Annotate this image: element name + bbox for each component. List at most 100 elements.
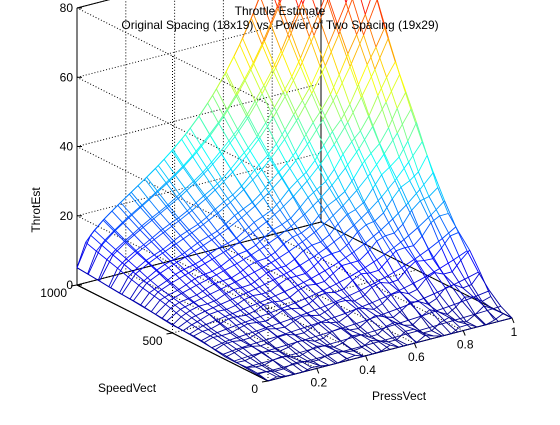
- mesh-segment: [372, 283, 381, 288]
- mesh-segment: [267, 252, 276, 258]
- mesh-segment: [301, 37, 310, 58]
- mesh-segment: [226, 72, 237, 95]
- y-axis-label: SpeedVect: [98, 381, 157, 395]
- mesh-segment: [151, 312, 162, 319]
- mesh-segment: [366, 221, 375, 225]
- mesh-segment: [328, 199, 337, 206]
- mesh-segment: [170, 224, 181, 236]
- mesh-segment: [395, 162, 409, 180]
- mesh-segment: [293, 237, 304, 251]
- mesh-segment: [179, 299, 188, 303]
- mesh-segment: [236, 363, 247, 368]
- mesh-segment: [173, 139, 182, 149]
- mesh-segment: [158, 283, 172, 292]
- mesh-segment: [195, 275, 204, 279]
- mesh-segment: [367, 65, 378, 96]
- mesh-segment: [364, 202, 375, 221]
- mesh-segment: [411, 302, 422, 317]
- mesh-segment: [215, 202, 224, 209]
- mesh-segment: [183, 331, 194, 336]
- mesh-segment: [156, 194, 167, 208]
- mesh-segment: [274, 311, 283, 317]
- mesh-segment: [201, 334, 215, 341]
- mesh-segment: [482, 297, 491, 302]
- mesh-segment: [222, 169, 231, 179]
- mesh-segment: [151, 219, 162, 231]
- mesh-segment: [329, 363, 338, 365]
- mesh-segment: [126, 251, 135, 258]
- mesh-segment: [206, 199, 217, 214]
- mesh-segment: [288, 276, 297, 278]
- mesh-segment: [225, 74, 236, 95]
- mesh-segment: [303, 245, 312, 251]
- mesh-segment: [91, 235, 102, 245]
- mesh-segment: [311, 66, 320, 85]
- mesh-segment: [384, 199, 393, 213]
- mesh-segment: [293, 316, 302, 321]
- mesh-segment: [266, 123, 277, 144]
- mesh-segment: [300, 257, 314, 266]
- mesh-segment: [373, 188, 384, 213]
- mesh-segment: [228, 329, 239, 337]
- mesh-segment: [307, 285, 318, 296]
- mesh-segment: [270, 183, 281, 201]
- mesh-segment: [224, 195, 233, 202]
- mesh-segment: [381, 329, 392, 338]
- z-tick-label: 60: [60, 70, 74, 84]
- mesh-segment: [427, 155, 438, 187]
- mesh-segment: [172, 151, 183, 168]
- mesh-segment: [273, 357, 282, 361]
- mesh-segment: [246, 138, 259, 156]
- mesh-segment: [307, 284, 316, 285]
- mesh-segment: [307, 313, 318, 323]
- mesh-segment: [227, 306, 236, 310]
- mesh-segment: [370, 273, 381, 283]
- mesh-segment: [276, 327, 285, 329]
- mesh-segment: [384, 213, 395, 233]
- mesh-segment: [316, 231, 327, 247]
- mesh-segment: [223, 349, 237, 354]
- mesh-segment: [162, 308, 171, 318]
- mesh-segment: [375, 213, 384, 221]
- z-tick-label: 20: [60, 209, 74, 223]
- mesh-segment: [164, 150, 173, 160]
- mesh-segment: [205, 195, 216, 209]
- mesh-segment: [309, 37, 320, 66]
- mesh-segment: [126, 259, 137, 268]
- grid-line: [77, 84, 321, 147]
- mesh-segment: [200, 236, 209, 241]
- mesh-segment: [94, 230, 105, 240]
- mesh-segment: [260, 138, 271, 158]
- mesh-segment: [375, 69, 386, 102]
- mesh-segment: [313, 123, 324, 146]
- mesh-segment: [231, 158, 240, 169]
- surface-meshes: [77, 0, 512, 381]
- mesh-segment: [221, 259, 230, 266]
- mesh-segment: [237, 230, 246, 238]
- mesh-segment: [369, 96, 378, 116]
- mesh-segment: [192, 156, 203, 172]
- mesh-segment: [375, 38, 389, 69]
- mesh-segment: [202, 253, 211, 260]
- mesh-segment: [432, 331, 443, 336]
- z-tick-label: 40: [60, 140, 74, 154]
- mesh-segment: [280, 201, 291, 219]
- mesh-segment: [328, 303, 337, 310]
- mesh-segment: [351, 263, 362, 274]
- mesh-segment: [359, 65, 368, 85]
- mesh-segment: [277, 266, 286, 269]
- mesh-segment: [285, 130, 296, 152]
- mesh-segment: [116, 250, 127, 259]
- mesh-segment: [124, 241, 135, 251]
- mesh-segment: [237, 95, 248, 117]
- x-tick-label: 0.8: [457, 338, 474, 352]
- mesh-segment: [243, 202, 252, 209]
- mesh-segment: [246, 116, 257, 137]
- mesh-segment: [247, 367, 258, 373]
- mesh-segment: [285, 118, 299, 139]
- mesh-segment: [337, 67, 351, 95]
- mesh-segment: [210, 134, 221, 151]
- mesh-segment: [350, 329, 359, 330]
- mesh-segment: [213, 96, 224, 117]
